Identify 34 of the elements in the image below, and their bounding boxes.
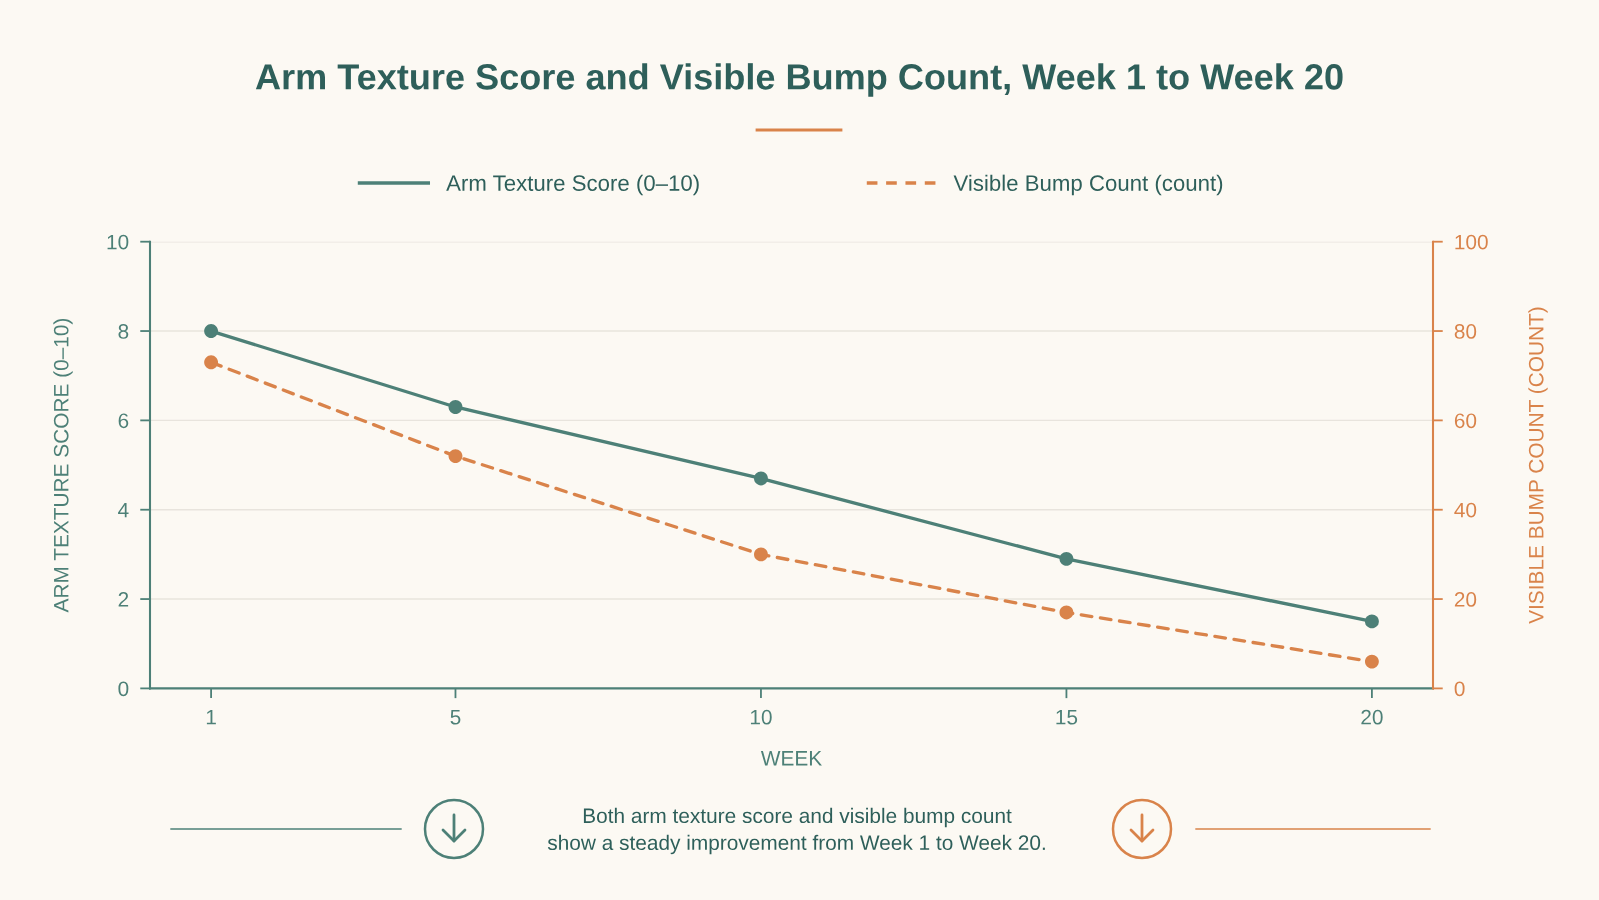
text: Both arm texture score and visible bump count show a steady improvement from Week 1 to Week 20. [547, 807, 1045, 855]
y-tick-label: 2 [118, 592, 129, 607]
y-tick-label: 6 [118, 413, 129, 429]
x-tick-label: 10 [750, 709, 772, 725]
point [1364, 654, 1379, 669]
y2-tick-label: 0 [1454, 681, 1465, 697]
y-tick-label: 4 [118, 502, 129, 518]
x-axis-title: WEEK [760, 751, 822, 766]
point [448, 449, 463, 464]
x-tick-label: 1 [206, 710, 216, 725]
y2-tick-label: 100 [1455, 234, 1488, 250]
legend-label: Visible Bump Count (count) [953, 174, 1223, 196]
chart-title: Arm Texture Score and Visible Bump Count, Week 1 to Week 20 [255, 63, 1343, 97]
y-tick-label: 8 [118, 324, 129, 339]
y2-axis-title: VISIBLE BUMP COUNT (COUNT) [1528, 307, 1548, 624]
point [754, 471, 768, 486]
x-tick-label: 15 [1056, 710, 1078, 725]
y-tick-label: 0 [118, 681, 129, 697]
point [204, 324, 219, 338]
x-tick-label: 5 [450, 710, 461, 725]
y-tick-label: 10 [107, 234, 129, 250]
x-tick-label: 20 [1361, 709, 1383, 725]
point [1059, 605, 1074, 620]
legend-label: Arm Texture Score (0–10) [446, 174, 699, 196]
point [1059, 551, 1074, 566]
point [1364, 614, 1379, 629]
point [448, 400, 463, 414]
y2-tick-label: 80 [1454, 324, 1477, 339]
y2-tick-label: 20 [1454, 592, 1477, 607]
y2-tick-label: 40 [1454, 502, 1477, 518]
y-axis-title: ARM TEXTURE SCORE (0–10) [53, 318, 73, 613]
point [754, 547, 768, 562]
point [204, 355, 219, 370]
y2-tick-label: 60 [1454, 413, 1477, 429]
